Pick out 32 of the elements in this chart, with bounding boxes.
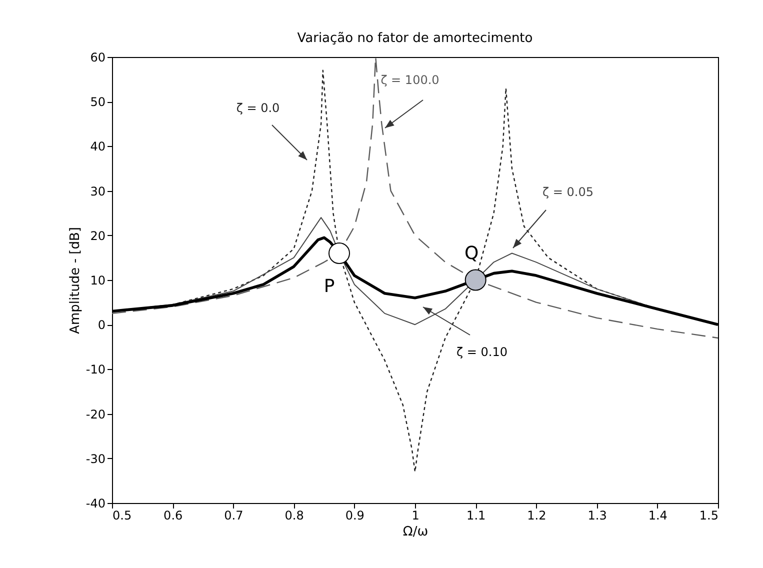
series-label: ζ = 100.0	[380, 73, 440, 87]
y-axis-title: Amplitude - [dB]	[68, 227, 83, 334]
y-tick-label: 50	[90, 95, 106, 110]
x-tick-label: 0.7	[224, 508, 244, 522]
x-tick-label: 1.2	[527, 508, 546, 522]
x-tick-label: 0.9	[345, 508, 364, 522]
x-tick-label: 1.3	[588, 508, 607, 522]
y-tick-label: -10	[86, 362, 106, 377]
y-tick-label: 10	[90, 274, 106, 288]
line-series	[112, 57, 718, 339]
chart-title: Variação no fator de amortecimento	[297, 31, 533, 46]
text: ζ = 0.0	[236, 101, 280, 115]
y-tick-label: 40	[90, 140, 106, 154]
x-tick-label: 1.5	[699, 508, 718, 522]
x-tick-label: 1	[412, 508, 420, 522]
y-tick-label: 60	[90, 50, 106, 64]
x-tick-label: 1.1	[466, 508, 486, 522]
x-tick-label: 0.6	[164, 508, 183, 522]
annotation: P	[324, 276, 335, 298]
y-tick-label: 0	[98, 318, 106, 332]
text: ζ = 0.05	[542, 185, 594, 199]
y-tick-label: -20	[86, 407, 106, 422]
y-tick-label: 30	[90, 184, 106, 198]
x-tick-label: 0.5	[112, 508, 132, 522]
y-tick-label: -40	[86, 496, 106, 510]
y-tick-label: -30	[86, 452, 106, 466]
annotation: Q	[464, 243, 479, 264]
x-tick-label: 0.8	[284, 508, 304, 522]
x-axis-title: Ω/ω	[402, 524, 428, 540]
x-tick-label: 1.4	[648, 508, 668, 522]
y-tick-label: 20	[90, 228, 106, 243]
text: ζ = 0.10	[456, 345, 508, 359]
